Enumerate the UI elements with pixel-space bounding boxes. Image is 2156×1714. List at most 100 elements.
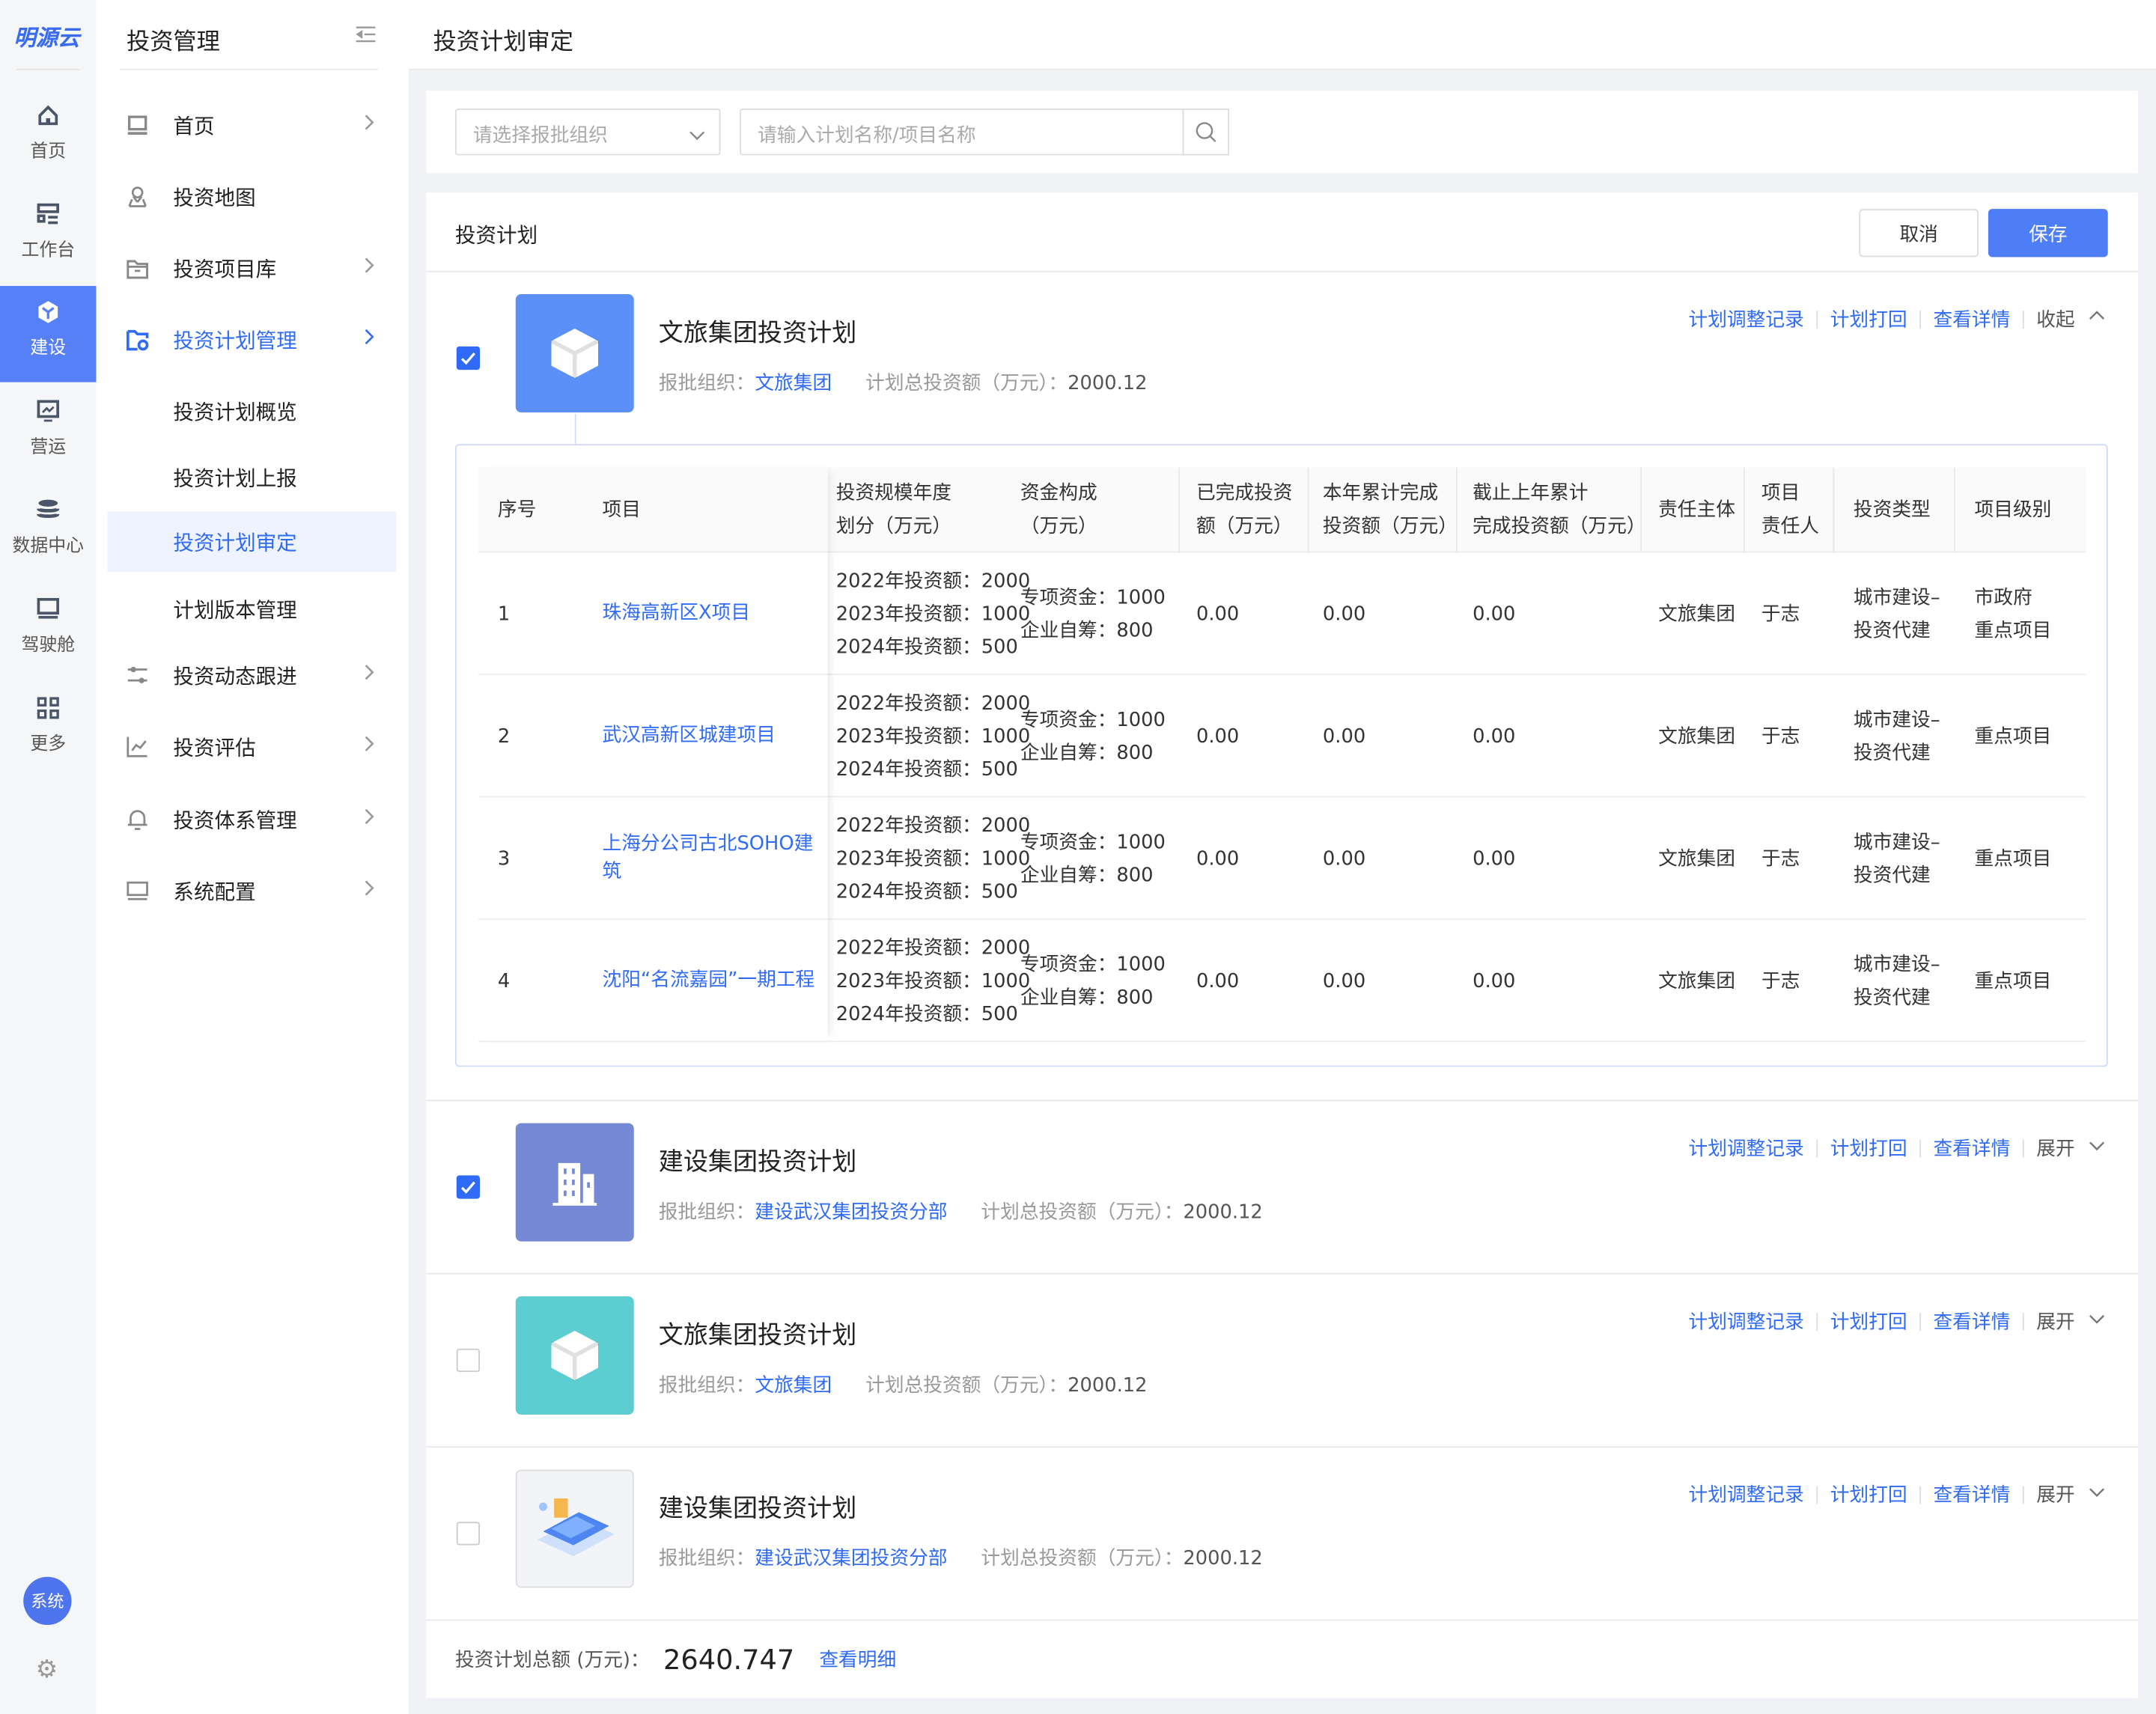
section-title: 投资计划 — [454, 222, 538, 248]
chevron-down-icon[interactable] — [2089, 1137, 2105, 1159]
map-pin-icon — [125, 184, 150, 209]
sidebar-item-6[interactable]: 投资计划审定 — [107, 511, 396, 573]
sidebar-item-11[interactable]: 系统配置 — [107, 861, 396, 921]
adjust-record-link[interactable]: 计划调整记录 — [1688, 309, 1804, 332]
plan-meta: 报批组织：文旅集团 计划总投资额（万元）：2000.12 — [659, 1370, 1148, 1398]
cube-icon — [36, 299, 61, 324]
scale-cell-line: 2022年投资额：2000 — [835, 570, 1031, 593]
plan-checkbox[interactable] — [456, 1175, 481, 1199]
search-button[interactable] — [1182, 109, 1230, 156]
cube-icon — [515, 294, 634, 413]
rail-item-2[interactable]: 建设 — [0, 286, 97, 382]
save-button[interactable]: 保存 — [1988, 209, 2108, 257]
avatar[interactable]: 系统 — [23, 1576, 72, 1626]
rail-item-0[interactable]: 首页 — [0, 89, 97, 186]
cancel-button[interactable]: 取消 — [1859, 209, 1979, 257]
rail-item-6[interactable]: 更多 — [0, 682, 97, 778]
plan-checkbox[interactable] — [456, 346, 481, 370]
sidebar-item-3[interactable]: 投资计划管理 — [107, 309, 396, 370]
project-link[interactable]: 沈阳“名流嘉园”一期工程 — [602, 969, 815, 992]
column-header[interactable]: 投资类型 — [1853, 498, 1931, 522]
chevron-up-icon[interactable] — [2089, 308, 2105, 329]
funds-cell-line: 专项资金：1000 — [1020, 587, 1166, 609]
sidebar-item-2[interactable]: 投资项目库 — [107, 238, 396, 299]
sidebar-item-7[interactable]: 计划版本管理 — [107, 579, 396, 639]
column-header[interactable]: 投资规模年度 划分（万元） — [835, 482, 952, 538]
view-detail-link[interactable]: 查看详情 — [1933, 1311, 2011, 1334]
adjust-record-link[interactable]: 计划调整记录 — [1688, 1311, 1804, 1334]
column-header[interactable]: 截止上年累计 完成投资额（万元） — [1473, 482, 1646, 538]
collapse-toggle[interactable]: 收起 — [2036, 309, 2075, 332]
column-header[interactable]: 责任主体 — [1658, 498, 1735, 522]
reject-plan-link[interactable]: 计划打回 — [1830, 1311, 1907, 1334]
chevron-right-icon — [363, 880, 377, 902]
org-link[interactable]: 文旅集团 — [755, 372, 832, 395]
org-select[interactable]: 请选择报批组织 — [454, 109, 721, 156]
plan-checkbox[interactable] — [456, 1522, 481, 1546]
project-link[interactable]: 上海分公司古北SOHO建筑 — [602, 833, 814, 883]
sidebar-item-1[interactable]: 投资地图 — [107, 166, 396, 227]
reject-plan-link[interactable]: 计划打回 — [1830, 309, 1907, 332]
sidebar-item-label: 投资动态跟进 — [173, 663, 297, 689]
rail-item-3[interactable]: 营运 — [0, 385, 97, 481]
year-cell: 0.00 — [1322, 970, 1366, 993]
rail-item-5[interactable]: 驾驶舱 — [0, 583, 97, 680]
settings-icon[interactable]: ⚙ — [35, 1655, 58, 1684]
scale-cell-line: 2022年投资额：2000 — [835, 815, 1031, 838]
view-breakdown-link[interactable]: 查看明细 — [819, 1650, 897, 1672]
blueprint-illustration — [515, 1469, 634, 1588]
column-divider — [1307, 467, 1309, 553]
sidebar-item-5[interactable]: 投资计划上报 — [107, 447, 396, 507]
column-header[interactable]: 项目 — [602, 498, 641, 522]
adjust-record-link[interactable]: 计划调整记录 — [1688, 1138, 1804, 1161]
adjust-record-link[interactable]: 计划调整记录 — [1688, 1484, 1804, 1507]
rail-item-1[interactable]: 工作台 — [0, 189, 97, 285]
column-header[interactable]: 序号 — [497, 498, 537, 522]
reject-plan-link[interactable]: 计划打回 — [1830, 1138, 1907, 1161]
chevron-down-icon[interactable] — [2089, 1483, 2105, 1505]
collapse-sidebar-icon[interactable] — [355, 23, 377, 43]
sidebar-item-10[interactable]: 投资体系管理 — [107, 789, 396, 850]
view-detail-link[interactable]: 查看详情 — [1933, 309, 2011, 332]
column-header[interactable]: 本年累计完成 投资额（万元） — [1322, 482, 1458, 538]
level-cell: 市政府 重点项目 — [1974, 587, 2052, 642]
plan-checkbox[interactable] — [456, 1348, 481, 1373]
view-detail-link[interactable]: 查看详情 — [1933, 1484, 2011, 1507]
org-link[interactable]: 文旅集团 — [755, 1374, 832, 1397]
column-header[interactable]: 项目 责任人 — [1761, 482, 1819, 538]
row-number: 2 — [497, 725, 511, 748]
column-divider — [1743, 467, 1745, 553]
sidebar-item-0[interactable]: 首页 — [107, 95, 396, 156]
project-link[interactable]: 珠海高新区X项目 — [602, 602, 751, 624]
rail-item-4[interactable]: 数据中心 — [0, 484, 97, 581]
done-cell: 0.00 — [1196, 848, 1240, 870]
sidebar-item-4[interactable]: 投资计划概览 — [107, 381, 396, 442]
brand-logo[interactable]: 明源云 — [13, 25, 80, 51]
year-cell: 0.00 — [1322, 848, 1366, 870]
plan-item: 建设集团投资计划 报批组织：建设武汉集团投资分部 计划总投资额（万元）：2000… — [426, 1446, 2139, 1620]
expand-toggle[interactable]: 展开 — [2036, 1138, 2075, 1161]
frozen-row-border — [478, 918, 828, 920]
building-icon — [515, 1123, 634, 1242]
expand-toggle[interactable]: 展开 — [2036, 1484, 2075, 1507]
column-header[interactable]: 资金构成 （万元） — [1020, 482, 1097, 538]
chevron-down-icon[interactable] — [2089, 1310, 2105, 1332]
project-link[interactable]: 武汉高新区城建项目 — [602, 724, 776, 747]
sidebar-item-8[interactable]: 投资动态跟进 — [107, 644, 396, 705]
scale-cell-line: 2022年投资额：2000 — [835, 692, 1031, 716]
sidebar-item-9[interactable]: 投资评估 — [107, 716, 396, 777]
column-header[interactable]: 项目级别 — [1974, 498, 2052, 522]
prev-cell: 0.00 — [1473, 725, 1516, 748]
chevron-right-icon — [363, 114, 377, 135]
project-cell: 武汉高新区城建项目 — [602, 675, 822, 796]
org-link[interactable]: 建设武汉集团投资分部 — [755, 1548, 948, 1570]
reject-plan-link[interactable]: 计划打回 — [1830, 1484, 1907, 1507]
search-input[interactable]: 请输入计划名称/项目名称 — [740, 109, 1184, 156]
column-header[interactable]: 已完成投资 额（万元） — [1196, 482, 1293, 538]
org-link[interactable]: 建设武汉集团投资分部 — [755, 1201, 948, 1224]
expand-toggle[interactable]: 展开 — [2036, 1311, 2075, 1334]
column-divider — [1953, 467, 1955, 553]
view-detail-link[interactable]: 查看详情 — [1933, 1138, 2011, 1161]
org-label: 报批组织： — [658, 1201, 755, 1224]
plan-actions: 计划调整记录 计划打回 查看详情 展开 — [1689, 1134, 2106, 1162]
